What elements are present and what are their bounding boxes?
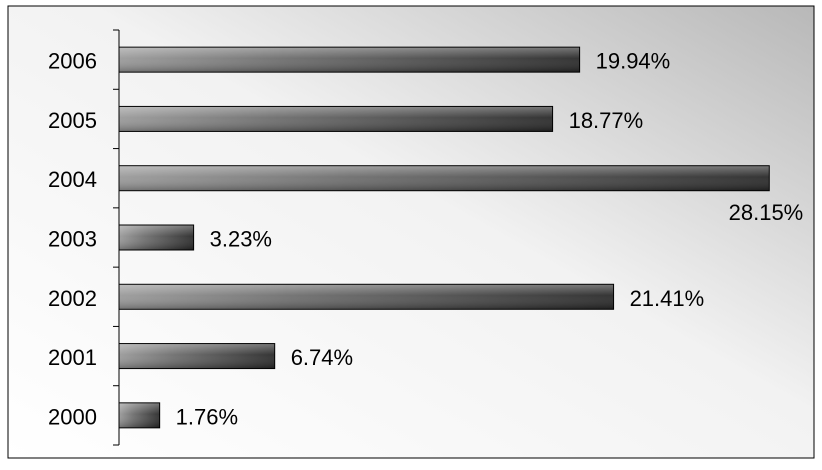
chart-border [7,5,815,459]
data-label: 1.76% [176,404,238,429]
category-label: 2001 [48,345,97,370]
bar [118,105,554,132]
data-label: 18.77% [569,108,644,133]
bars [118,46,770,429]
data-label: 19.94% [596,49,671,74]
bar-shine [119,225,194,250]
bar-shine [119,166,769,191]
bar [118,402,161,429]
category-label: 2002 [48,286,97,311]
category-label: 2004 [48,167,97,192]
bar [118,46,581,73]
category-label: 2003 [48,227,97,252]
bar [118,283,615,310]
bar [118,343,276,370]
bar [118,165,770,192]
data-label: 21.41% [630,286,705,311]
bar-shine [119,344,275,369]
bar-shine [119,106,553,131]
labels: 2006 19.94% 2005 18.77% 2004 28.15% 2003 3.23% 2… [48,49,803,430]
category-label: 2000 [48,404,97,429]
category-label: 2006 [48,49,97,74]
data-label: 6.74% [291,345,353,370]
bar-shine [119,47,580,72]
category-label: 2005 [48,108,97,133]
bar-shine [119,403,160,428]
bar [118,224,195,251]
data-label: 28.15% [729,200,804,225]
data-label: 3.23% [210,227,272,252]
bar-shine [119,284,614,309]
